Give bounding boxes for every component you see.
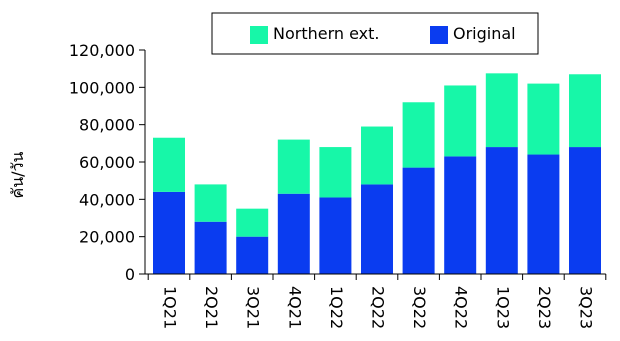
y-tick-label: 100,000 [69, 78, 135, 97]
x-tick-label: 2Q22 [369, 286, 388, 329]
x-tick-label: 1Q21 [161, 286, 180, 329]
y-tick-label: 60,000 [79, 153, 135, 172]
bar-northern-ext-2q23 [527, 83, 560, 155]
legend-swatch [430, 26, 448, 44]
y-axis-label: คัน/วัน [8, 151, 27, 198]
bar-original-2q22 [361, 184, 393, 274]
bar-original-4q22 [444, 156, 477, 274]
x-tick-label: 1Q22 [327, 286, 346, 329]
x-tick-label: 3Q23 [577, 286, 596, 329]
x-tick-label: 2Q23 [535, 286, 554, 329]
bar-original-2q21 [194, 221, 227, 274]
x-tick-label: 4Q22 [452, 286, 471, 329]
bar-northern-ext-2q22 [361, 126, 393, 185]
bar-northern-ext-3q23 [569, 74, 601, 148]
x-tick-label: 3Q22 [410, 286, 429, 329]
bar-northern-ext-3q21 [236, 208, 269, 237]
bars [153, 73, 601, 274]
bar-original-3q21 [236, 236, 269, 274]
legend-swatch [250, 26, 268, 44]
bar-original-3q22 [402, 167, 435, 274]
legend-label: Northern ext. [273, 24, 380, 43]
y-tick-label: 120,000 [69, 41, 135, 60]
bar-original-1q21 [153, 191, 185, 274]
bar-original-1q22 [319, 197, 352, 274]
bar-northern-ext-1q23 [485, 73, 518, 148]
legend: Northern ext. Original [211, 12, 539, 55]
bar-northern-ext-1q22 [319, 147, 352, 198]
bar-northern-ext-4q22 [444, 85, 477, 157]
y-tick-label: 20,000 [79, 228, 135, 247]
y-tick-label: 0 [125, 265, 135, 284]
bar-northern-ext-2q21 [194, 184, 227, 222]
x-tick-label: 2Q21 [202, 286, 221, 329]
legend-label: Original [453, 24, 516, 43]
bar-northern-ext-4q21 [277, 139, 310, 194]
bar-northern-ext-3q22 [402, 102, 435, 168]
bar-original-1q23 [485, 147, 518, 274]
x-tick-label: 4Q21 [285, 286, 304, 329]
x-axis: 1Q21 2Q21 3Q21 4Q21 1Q22 2Q22 3Q22 4Q22 1Q23 2Q23… [145, 273, 607, 329]
bar-northern-ext-1q21 [153, 137, 185, 192]
y-axis: 0 20,000 40,000 60,000 80,000 100,000 120,000 [69, 41, 146, 284]
bar-original-3q23 [569, 147, 601, 274]
y-tick-label: 80,000 [79, 116, 135, 135]
x-tick-label: 1Q23 [493, 286, 512, 329]
bar-original-2q23 [527, 154, 560, 274]
x-tick-label: 3Q21 [244, 286, 263, 329]
bar-original-4q21 [277, 193, 310, 274]
y-tick-label: 40,000 [79, 190, 135, 209]
